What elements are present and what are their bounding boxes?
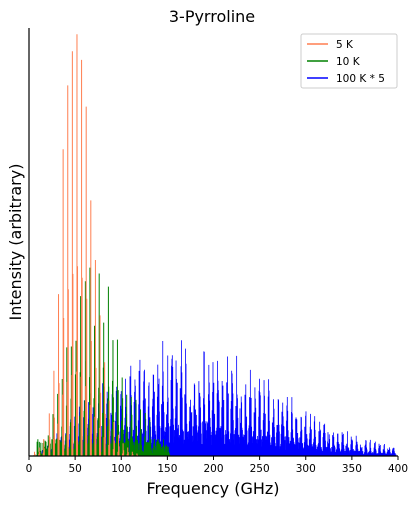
chart-title: 3-Pyrroline [169,7,255,26]
plot-area: 0 50 100 150 200 250 300 350 400 [26,28,408,475]
x-tick-label: 300 [296,463,316,475]
y-axis-label: Intensity (arbitrary) [6,164,25,321]
legend-label-100k: 100 K * 5 [336,73,385,85]
x-tick-label: 50 [68,463,81,475]
legend-label-5k: 5 K [336,39,354,51]
x-tick-label: 0 [26,463,33,475]
series-layer [32,34,397,456]
x-tick-label: 250 [250,463,270,475]
legend: 5 K 10 K 100 K * 5 [300,33,398,89]
x-axis-label: Frequency (GHz) [146,479,279,498]
x-tick-label: 150 [157,463,177,475]
series-5k-sticks [33,34,138,456]
x-tick-label: 200 [203,463,223,475]
series-100k-sticks [37,340,397,456]
x-axis-ticks: 0 50 100 150 200 250 300 350 400 [26,456,408,475]
x-tick-label: 400 [388,463,408,475]
x-tick-label: 100 [111,463,131,475]
x-tick-label: 350 [342,463,362,475]
legend-label-10k: 10 K [336,56,361,68]
legend-box [300,33,398,89]
